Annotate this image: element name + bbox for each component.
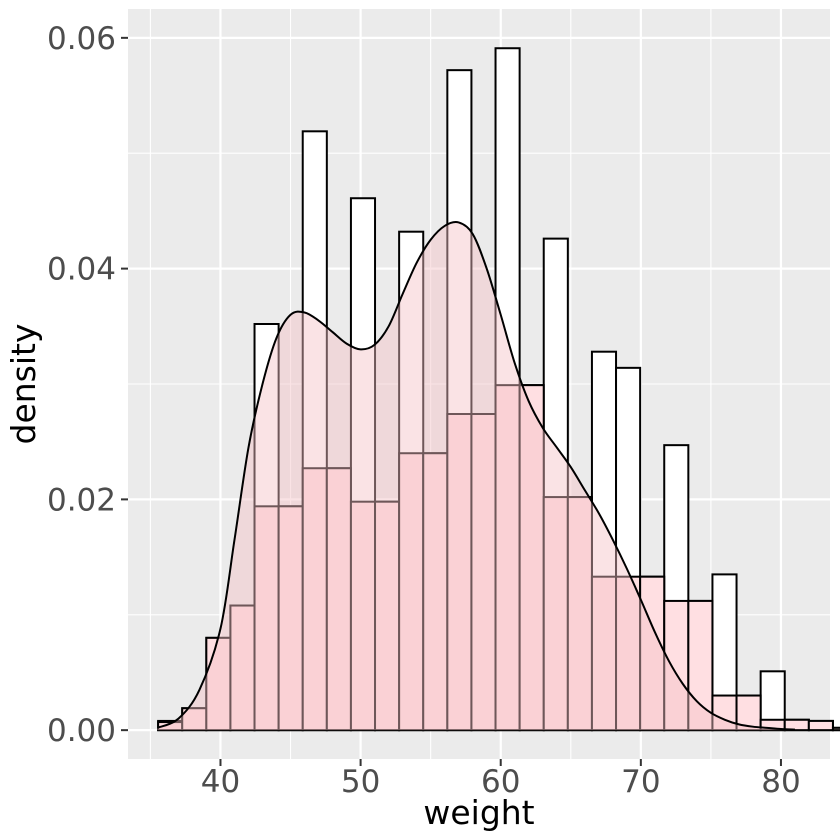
histogram-shaded (157, 384, 840, 732)
x-axis-title: weight (423, 793, 534, 832)
histogram-bar-shaded (831, 726, 840, 732)
y-tick-label: 0.04 (47, 252, 116, 288)
x-tick-label: 50 (341, 764, 380, 800)
histogram-bar-shaded (807, 719, 834, 732)
histogram-bar-shaded (470, 413, 497, 732)
x-tick-label: 70 (621, 764, 660, 800)
density-layer (157, 221, 796, 731)
histogram-bar-shaded (639, 575, 666, 732)
axes: 40 50 60 70 80 0.00 0.02 0.04 0.06 (47, 21, 801, 800)
y-tick-label: 0.00 (47, 713, 116, 749)
histogram-bar-shaded (687, 599, 714, 732)
histogram-bar-shaded (590, 575, 618, 732)
histogram-bar-shaded (422, 452, 449, 732)
histogram-bar-shaded (374, 500, 401, 732)
x-tick-label: 40 (201, 764, 240, 800)
y-tick-label: 0.06 (47, 21, 116, 57)
y-axis-title: density (4, 324, 43, 445)
density-curve (157, 221, 796, 731)
histogram-bar-shaded (325, 467, 352, 732)
histogram-bar-shaded (229, 604, 256, 732)
histogram-bar-shaded (711, 694, 738, 732)
x-tick-label: 60 (481, 764, 520, 800)
x-tick-label: 80 (761, 764, 800, 800)
histogram-bar-shaded (542, 496, 569, 732)
density-area (157, 222, 795, 731)
histogram-bar-shaded (494, 384, 521, 732)
y-tick-label: 0.02 (47, 482, 116, 518)
histogram-bar-shaded (277, 505, 304, 732)
